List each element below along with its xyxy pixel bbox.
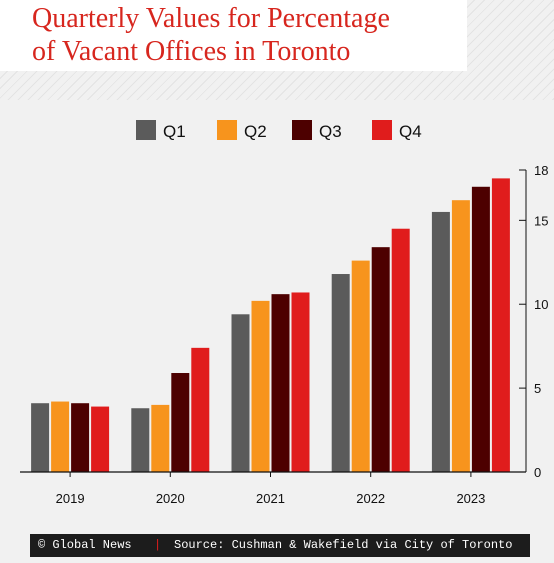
legend-label-q1: Q1 <box>163 122 186 141</box>
bar-2020-q4 <box>191 347 210 472</box>
bar-2022-q3 <box>371 247 390 472</box>
chart-title-line-2: of Vacant Offices in Toronto <box>32 36 351 67</box>
y-tick-label-10: 10 <box>534 297 548 312</box>
footer-credit: © Global News <box>38 538 132 552</box>
bar-2021-q4 <box>291 292 310 472</box>
bar-2023-q1 <box>431 211 450 472</box>
title-box: Quarterly Values for Percentage of Vacan… <box>0 0 467 71</box>
footer-bar: © Global News | Source: Cushman & Wakefi… <box>30 534 530 557</box>
bar-2019-q1 <box>31 403 50 472</box>
bar-2023-q4 <box>491 178 510 472</box>
bar-2019-q3 <box>71 403 90 472</box>
x-tick-label-2022: 2022 <box>356 491 385 506</box>
bar-2021-q2 <box>251 300 270 472</box>
x-tick-label-2021: 2021 <box>256 491 285 506</box>
bar-2019-q2 <box>51 401 70 472</box>
x-tick-label-2023: 2023 <box>456 491 485 506</box>
chart-svg: Q1 Q2 Q3 Q4 2019 2020 2021 2022 2023 0 5 10 15 18 <box>20 120 548 506</box>
y-tick-label-15: 15 <box>534 213 548 228</box>
bar-2023-q2 <box>451 200 470 472</box>
legend-swatch-q1 <box>136 120 156 140</box>
y-tick-label-18: 18 <box>534 163 548 178</box>
legend-label-q4: Q4 <box>399 122 422 141</box>
chart-title-line-1: Quarterly Values for Percentage <box>32 3 390 34</box>
legend-swatch-q2 <box>217 120 237 140</box>
x-tick-label-2019: 2019 <box>56 491 85 506</box>
bar-2023-q3 <box>471 186 490 472</box>
legend-swatch-q4 <box>372 120 392 140</box>
legend-label-q3: Q3 <box>319 122 342 141</box>
bar-2020-q3 <box>171 373 190 472</box>
bar-2021-q3 <box>271 294 290 472</box>
bar-2021-q1 <box>231 314 250 472</box>
footer-separator: | <box>154 538 162 552</box>
legend-label-q2: Q2 <box>244 122 267 141</box>
bar-2022-q2 <box>351 260 370 472</box>
legend-swatch-q3 <box>292 120 312 140</box>
bar-2020-q1 <box>131 408 150 472</box>
y-tick-label-5: 5 <box>534 381 541 396</box>
bar-2022-q1 <box>331 274 350 472</box>
bar-2019-q4 <box>91 406 110 472</box>
x-tick-label-2020: 2020 <box>156 491 185 506</box>
bar-2020-q2 <box>151 404 170 472</box>
y-tick-label-0: 0 <box>534 465 541 480</box>
bar-2022-q4 <box>391 228 410 472</box>
footer-source: Source: Cushman & Wakefield via City of … <box>174 538 513 552</box>
